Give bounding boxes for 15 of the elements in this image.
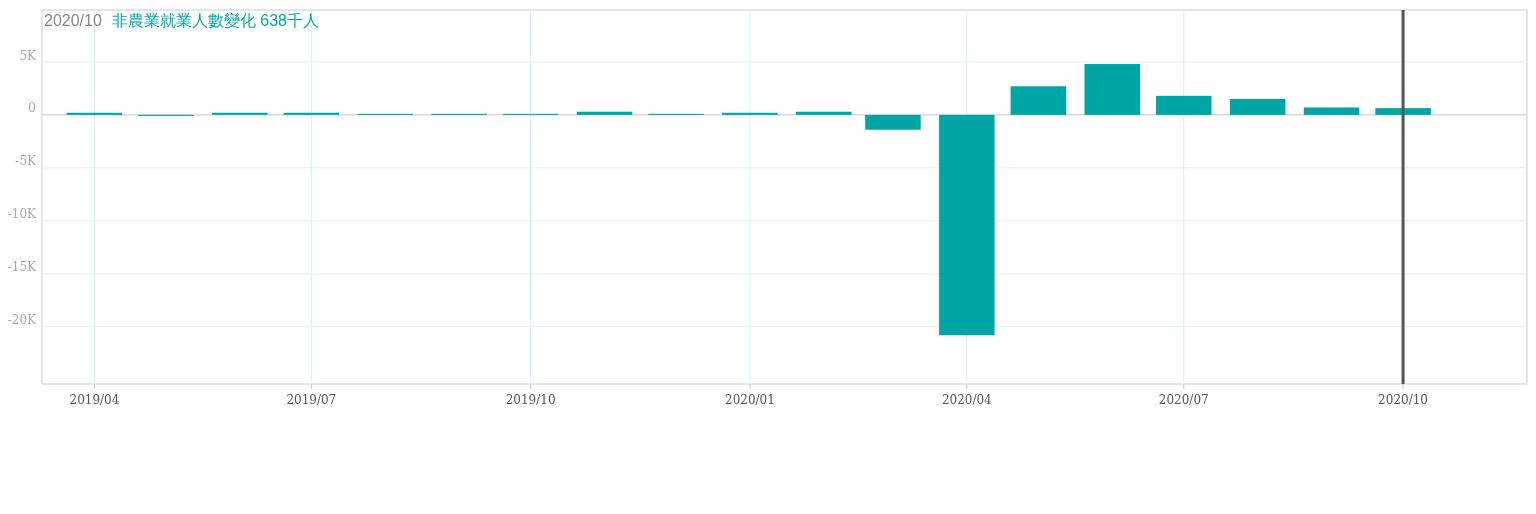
x-tick-label: 2020/10 [1378,393,1428,407]
y-tick-label: -10K [7,207,38,222]
x-tick-label: 2019/10 [505,393,556,407]
y-tick-label: -15K [7,260,38,275]
y-tick-label: 0 [28,101,36,116]
x-tick-label: 2019/04 [69,393,120,407]
x-tick-label: 2020/04 [941,393,993,407]
y-tick-label: 5K [19,48,38,63]
y-tick-label: -5K [15,154,38,169]
chart-subtitle: 非農業就業人數變化 638千人 [111,12,319,29]
chart-title: 2020/10 [44,12,102,29]
x-tick-label: 2019/07 [286,393,337,407]
x-tick-label: 2020/01 [725,393,775,407]
y-tick-label: -20K [7,313,38,328]
x-tick-label: 2020/07 [1158,393,1209,407]
